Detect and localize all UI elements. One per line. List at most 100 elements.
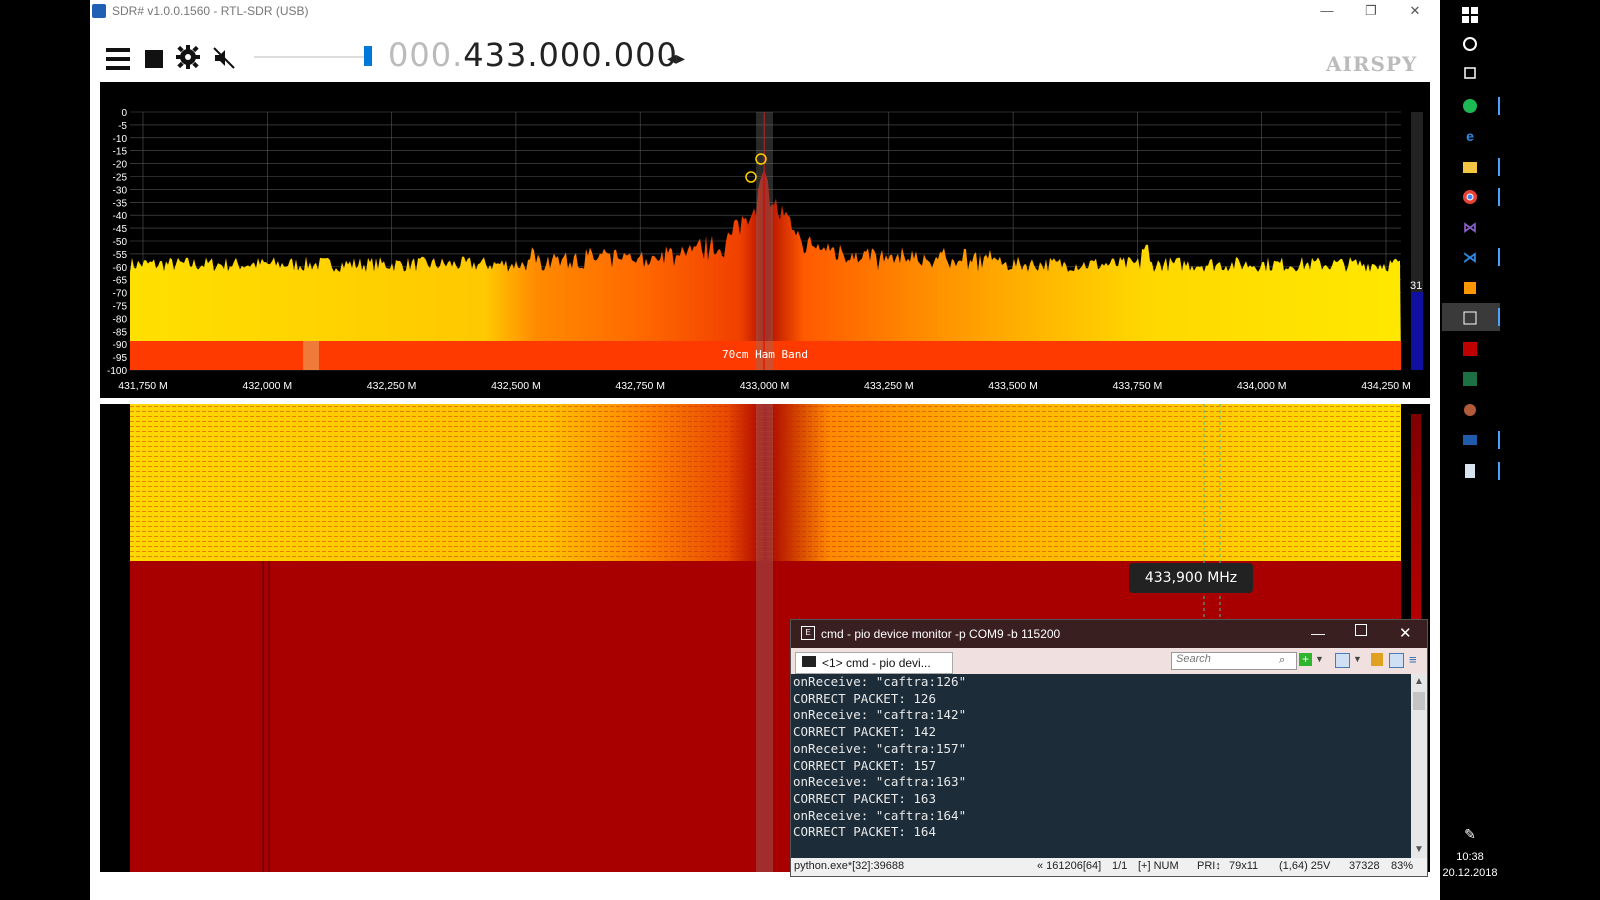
cmd-output-line: onReceive: "caftra:126": [793, 674, 967, 689]
volume-slider-track[interactable]: [254, 56, 366, 58]
peak-marker: [745, 171, 757, 183]
visual-studio-icon[interactable]: ⋈: [1463, 219, 1477, 235]
cmd-output[interactable]: onReceive: "caftra:126" CORRECT PACKET: 1…: [791, 674, 1411, 858]
cmd-tab-label: <1> cmd - pio devi...: [822, 656, 931, 670]
pen-icon[interactable]: ✎: [1464, 826, 1476, 842]
y-tick-label: -10: [113, 134, 128, 145]
cmd-maximize-button[interactable]: [1355, 624, 1367, 636]
layout-icon[interactable]: [1389, 653, 1404, 668]
stop-icon[interactable]: [145, 50, 163, 68]
x-tick-label: 433,750 M: [1113, 380, 1163, 392]
frequency-step-arrows[interactable]: ◂▸: [667, 48, 686, 68]
cmd-tab[interactable]: <1> cmd - pio devi...: [795, 652, 953, 674]
split-icon[interactable]: [1335, 653, 1350, 668]
x-tick-label: 434,250 M: [1361, 380, 1411, 392]
mute-icon[interactable]: [212, 46, 238, 72]
y-tick-label: -45: [113, 224, 128, 235]
edge-icon[interactable]: e: [1466, 128, 1474, 144]
cmd-output-line: CORRECT PACKET: 163: [793, 790, 936, 806]
spectrum-trace: [130, 168, 1401, 370]
excel-icon[interactable]: [1462, 371, 1478, 387]
lock-icon[interactable]: [1371, 653, 1383, 666]
cmd-window[interactable]: E cmd - pio device monitor -p COM9 -b 11…: [790, 619, 1428, 877]
vscode-icon[interactable]: ⋊: [1463, 249, 1477, 265]
console-icon: E: [801, 626, 815, 640]
search-icon[interactable]: ⌕: [1279, 654, 1286, 666]
remote-desktop-icon[interactable]: [1462, 432, 1478, 448]
y-tick-label: -55: [113, 250, 128, 261]
y-tick-label: -25: [113, 173, 128, 184]
clock-date[interactable]: 20.12.2018: [1442, 867, 1498, 879]
cmd-status-bar: python.exe*[32]:39688 « 161206[64] 1/1 […: [791, 858, 1427, 876]
scroll-down-icon[interactable]: ▼: [1414, 844, 1424, 855]
x-tick-label: 434,000 M: [1237, 380, 1287, 392]
scroll-thumb[interactable]: [1413, 692, 1425, 710]
frequency-display[interactable]: 000.433.000.000: [388, 36, 678, 74]
x-tick-label: 433,000 M: [740, 380, 790, 392]
gear-icon[interactable]: [176, 45, 202, 71]
x-tick-label: 432,000 M: [242, 380, 292, 392]
active-app-highlight: [1442, 303, 1500, 331]
photo-app-icon[interactable]: [1462, 402, 1478, 418]
dropdown-icon[interactable]: ▼: [1353, 654, 1362, 664]
y-tick-label: -60: [113, 263, 128, 274]
running-indicator: [1498, 188, 1500, 206]
cmd-output-line: CORRECT PACKET: 164: [793, 824, 936, 840]
windows-start-icon[interactable]: [1462, 7, 1478, 23]
status-position: « 161206[64]: [1037, 860, 1102, 872]
cortana-icon[interactable]: [1462, 36, 1478, 52]
status-percent: 83%: [1391, 860, 1414, 872]
filezilla-icon[interactable]: [1462, 341, 1478, 357]
status-coords: (1,64) 25V: [1279, 860, 1331, 872]
cmd-output-line: onReceive: "caftra:163": [793, 774, 967, 790]
clock-time[interactable]: 10:38: [1456, 851, 1484, 863]
y-tick-label: -75: [113, 302, 128, 313]
menu-icon[interactable]: [106, 48, 132, 74]
y-tick-label: -65: [113, 276, 128, 287]
new-console-icon[interactable]: +: [1299, 653, 1312, 666]
task-view-icon[interactable]: [1462, 65, 1478, 81]
y-tick-label: -95: [113, 353, 128, 364]
y-tick-label: -35: [113, 198, 128, 209]
toolbar: 000.433.000.000 ◂▸ AIRSPY: [90, 22, 1440, 82]
cmd-minimize-button[interactable]: —: [1311, 625, 1325, 641]
airspy-logo: AIRSPY: [1326, 52, 1418, 76]
status-size: 79x11: [1229, 860, 1259, 872]
minimize-button[interactable]: —: [1320, 3, 1334, 18]
restore-button[interactable]: ❐: [1365, 3, 1377, 18]
band-plan-bar: [130, 341, 1401, 370]
search-placeholder: Search: [1176, 653, 1211, 665]
menu-icon[interactable]: ≡: [1409, 652, 1417, 667]
app-icon: [92, 4, 106, 18]
cmd-output-line: onReceive: "caftra:157": [793, 740, 967, 756]
status-process: python.exe*[32]:39688: [794, 860, 905, 872]
chrome-icon[interactable]: [1462, 189, 1478, 205]
search-input[interactable]: Search: [1171, 652, 1297, 670]
scroll-up-icon[interactable]: ▲: [1414, 676, 1424, 687]
conemu-icon[interactable]: [1462, 310, 1478, 326]
spectrum-panel[interactable]: 70cm Ham Band 31 0 -5 -10 -15 -20 -25 -30 -35 -4…: [100, 82, 1430, 398]
cmd-output-line: onReceive: "caftra:164": [793, 807, 967, 823]
x-tick-label: 432,500 M: [491, 380, 541, 392]
close-button[interactable]: ✕: [1409, 3, 1421, 18]
spotify-icon[interactable]: [1462, 98, 1478, 114]
status-memory: 37328: [1349, 860, 1380, 872]
y-tick-label: -80: [113, 314, 128, 325]
y-tick-label: -20: [113, 160, 128, 171]
volume-slider-thumb[interactable]: [364, 46, 372, 66]
cmd-scrollbar[interactable]: ▲ ▼: [1411, 674, 1427, 858]
x-tick-label: 432,750 M: [615, 380, 665, 392]
document-icon[interactable]: [1462, 463, 1478, 479]
y-tick-label: -30: [113, 185, 128, 196]
running-indicator: [1498, 248, 1500, 266]
dropdown-icon[interactable]: ▼: [1315, 654, 1324, 664]
sdr-app-window: SDR# v1.0.0.1560 - RTL-SDR (USB) — ❐ ✕ 0…: [90, 0, 1440, 900]
cmd-title-bar[interactable]: E cmd - pio device monitor -p COM9 -b 11…: [791, 620, 1427, 648]
cmd-close-button[interactable]: ✕: [1399, 625, 1412, 642]
file-explorer-icon[interactable]: [1462, 159, 1478, 175]
running-indicator: [1498, 308, 1500, 326]
cmd-output-line: CORRECT PACKET: 126: [793, 690, 936, 706]
sublime-icon[interactable]: [1462, 280, 1478, 296]
peak-marker: [755, 153, 767, 165]
cmd-title: cmd - pio device monitor -p COM9 -b 1152…: [821, 627, 1061, 641]
